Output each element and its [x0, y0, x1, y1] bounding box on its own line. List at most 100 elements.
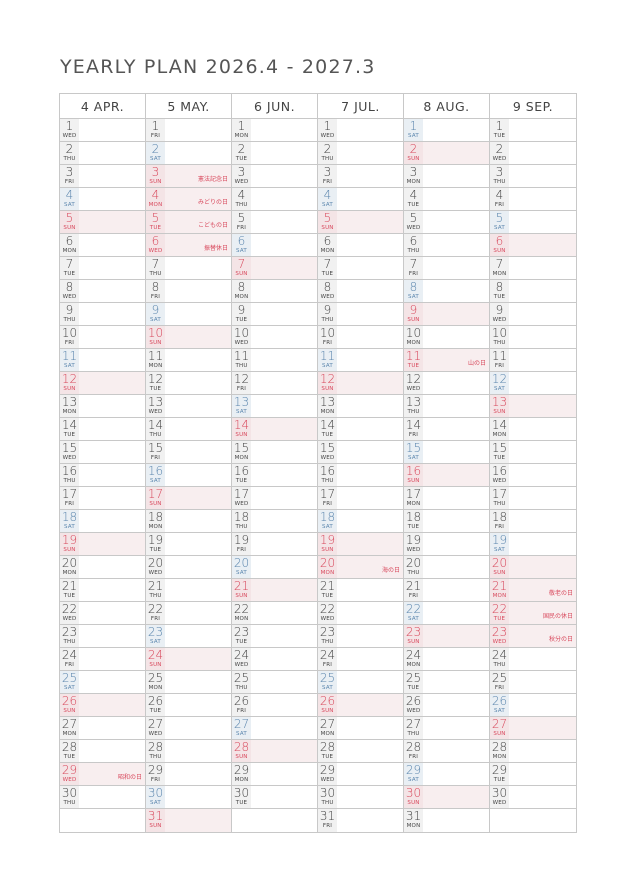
day-cell[interactable]: 13 MON: [60, 395, 146, 418]
day-cell[interactable]: 28 MON: [490, 740, 576, 763]
day-cell[interactable]: 10 THU: [490, 326, 576, 349]
day-cell[interactable]: 7 MON: [490, 257, 576, 280]
day-cell[interactable]: 25 TUE: [404, 671, 490, 694]
day-cell[interactable]: 22 FRI: [146, 602, 232, 625]
day-cell[interactable]: 1 WED: [60, 119, 146, 142]
day-cell[interactable]: 5 SUN: [318, 211, 404, 234]
day-cell[interactable]: 31 FRI: [318, 809, 404, 832]
day-cell[interactable]: 15 TUE: [490, 441, 576, 464]
day-cell[interactable]: 7 FRI: [404, 257, 490, 280]
day-cell[interactable]: 6 MON: [60, 234, 146, 257]
day-cell[interactable]: 19 SAT: [490, 533, 576, 556]
day-cell[interactable]: 23 THU: [60, 625, 146, 648]
day-cell[interactable]: 2 TUE: [232, 142, 318, 165]
day-cell[interactable]: 15 FRI: [146, 441, 232, 464]
day-cell[interactable]: 25 SAT: [60, 671, 146, 694]
day-cell[interactable]: 8 MON: [232, 280, 318, 303]
day-cell[interactable]: 7 SUN: [232, 257, 318, 280]
day-cell[interactable]: 17 FRI: [60, 487, 146, 510]
day-cell[interactable]: 29 SAT: [404, 763, 490, 786]
day-cell[interactable]: 11 MON: [146, 349, 232, 372]
day-cell[interactable]: 25 SAT: [318, 671, 404, 694]
day-cell[interactable]: 3 FRI: [60, 165, 146, 188]
day-cell[interactable]: 1 MON: [232, 119, 318, 142]
day-cell[interactable]: 1 SAT: [404, 119, 490, 142]
day-cell[interactable]: 12 SUN: [60, 372, 146, 395]
day-cell[interactable]: 13 THU: [404, 395, 490, 418]
day-cell[interactable]: 26 SUN: [318, 694, 404, 717]
day-cell[interactable]: 21 MON 敬老の日: [490, 579, 576, 602]
day-cell[interactable]: 12 WED: [404, 372, 490, 395]
day-cell[interactable]: 22 WED: [318, 602, 404, 625]
day-cell[interactable]: 29 FRI: [146, 763, 232, 786]
day-cell[interactable]: 19 TUE: [146, 533, 232, 556]
day-cell[interactable]: 29 TUE: [490, 763, 576, 786]
day-cell[interactable]: 21 SUN: [232, 579, 318, 602]
day-cell[interactable]: 16 WED: [490, 464, 576, 487]
day-cell[interactable]: 6 MON: [318, 234, 404, 257]
day-cell[interactable]: 20 THU: [404, 556, 490, 579]
day-cell[interactable]: 9 WED: [490, 303, 576, 326]
day-cell[interactable]: 12 TUE: [146, 372, 232, 395]
day-cell[interactable]: 28 TUE: [318, 740, 404, 763]
day-cell[interactable]: 3 THU: [490, 165, 576, 188]
day-cell[interactable]: 19 FRI: [232, 533, 318, 556]
day-cell[interactable]: 19 WED: [404, 533, 490, 556]
day-cell[interactable]: 11 THU: [232, 349, 318, 372]
day-cell[interactable]: 30 SUN: [404, 786, 490, 809]
day-cell[interactable]: 10 FRI: [318, 326, 404, 349]
day-cell[interactable]: 1 FRI: [146, 119, 232, 142]
day-cell[interactable]: 22 MON: [232, 602, 318, 625]
day-cell[interactable]: 23 SUN: [404, 625, 490, 648]
day-cell[interactable]: 23 THU: [318, 625, 404, 648]
day-cell[interactable]: 7 TUE: [60, 257, 146, 280]
day-cell[interactable]: 21 TUE: [318, 579, 404, 602]
day-cell[interactable]: 20 SUN: [490, 556, 576, 579]
day-cell[interactable]: 24 FRI: [60, 648, 146, 671]
day-cell[interactable]: 11 FRI: [490, 349, 576, 372]
day-cell[interactable]: 27 MON: [60, 717, 146, 740]
day-cell[interactable]: 31 SUN: [146, 809, 232, 832]
day-cell[interactable]: 22 WED: [60, 602, 146, 625]
day-cell[interactable]: 2 THU: [60, 142, 146, 165]
day-cell[interactable]: 3 SUN 憲法記念日: [146, 165, 232, 188]
day-cell[interactable]: 31 MON: [404, 809, 490, 832]
day-cell[interactable]: 18 SAT: [60, 510, 146, 533]
day-cell[interactable]: 15 WED: [60, 441, 146, 464]
day-cell[interactable]: 8 TUE: [490, 280, 576, 303]
day-cell[interactable]: 25 MON: [146, 671, 232, 694]
day-cell[interactable]: 22 SAT: [404, 602, 490, 625]
day-cell[interactable]: 23 SAT: [146, 625, 232, 648]
day-cell[interactable]: 9 THU: [318, 303, 404, 326]
day-cell[interactable]: 17 MON: [404, 487, 490, 510]
day-cell[interactable]: 26 SUN: [60, 694, 146, 717]
day-cell[interactable]: 19 SUN: [318, 533, 404, 556]
day-cell[interactable]: 20 MON: [60, 556, 146, 579]
day-cell[interactable]: 16 TUE: [232, 464, 318, 487]
day-cell[interactable]: 17 SUN: [146, 487, 232, 510]
day-cell[interactable]: 16 SUN: [404, 464, 490, 487]
day-cell[interactable]: 7 TUE: [318, 257, 404, 280]
day-cell[interactable]: 9 SUN: [404, 303, 490, 326]
day-cell[interactable]: 10 MON: [404, 326, 490, 349]
day-cell[interactable]: 24 MON: [404, 648, 490, 671]
day-cell[interactable]: 18 MON: [146, 510, 232, 533]
day-cell[interactable]: 20 MON 海の日: [318, 556, 404, 579]
day-cell[interactable]: 17 THU: [490, 487, 576, 510]
day-cell[interactable]: 6 WED 振替休日: [146, 234, 232, 257]
day-cell[interactable]: 9 SAT: [146, 303, 232, 326]
day-cell[interactable]: 4 SAT: [318, 188, 404, 211]
day-cell[interactable]: 13 SAT: [232, 395, 318, 418]
day-cell[interactable]: 21 THU: [146, 579, 232, 602]
day-cell[interactable]: 16 THU: [60, 464, 146, 487]
day-cell[interactable]: 28 THU: [146, 740, 232, 763]
day-cell[interactable]: 26 WED: [404, 694, 490, 717]
day-cell[interactable]: 26 FRI: [232, 694, 318, 717]
day-cell[interactable]: 23 TUE: [232, 625, 318, 648]
day-cell[interactable]: 27 WED: [146, 717, 232, 740]
day-cell[interactable]: 27 MON: [318, 717, 404, 740]
day-cell[interactable]: 18 SAT: [318, 510, 404, 533]
day-cell[interactable]: 11 SAT: [60, 349, 146, 372]
day-cell[interactable]: 14 TUE: [318, 418, 404, 441]
day-cell[interactable]: 11 TUE 山の日: [404, 349, 490, 372]
